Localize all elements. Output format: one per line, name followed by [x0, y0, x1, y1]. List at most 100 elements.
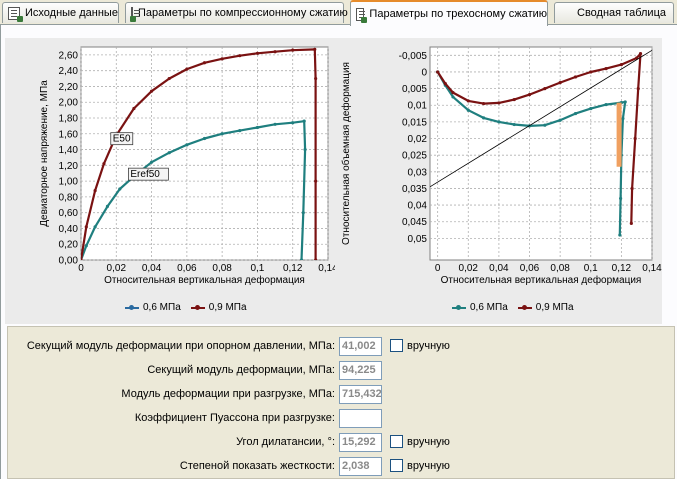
series-point	[543, 123, 547, 127]
series-group	[430, 49, 652, 237]
charts-area: 0 0,02 0,04 0,06 0,08 0,1 0,12 0,14 0,00 0,20 0,40…	[5, 38, 662, 324]
secant-modulus-field[interactable]: 94,225	[339, 361, 382, 380]
poisson-ratio-field[interactable]	[339, 409, 382, 428]
series-point	[167, 76, 171, 81]
annotation-box	[128, 167, 169, 181]
legend-label: 0,6 МПа	[143, 302, 181, 313]
series-point	[255, 51, 260, 55]
legend-marker	[452, 304, 466, 310]
manual-checkbox[interactable]	[390, 339, 403, 352]
document-icon	[130, 6, 140, 22]
series-point	[102, 162, 106, 166]
row-label: Степеной показать жесткости:	[179, 460, 335, 472]
series-point	[314, 179, 318, 183]
y-tick-label: 0,035	[402, 184, 427, 195]
y-tick-label: 0,60	[59, 208, 79, 219]
x-tick-label: 0,04	[489, 263, 509, 274]
y-tick-label: 2,00	[59, 98, 79, 109]
series-point	[185, 143, 189, 147]
x-tick-label: 0,1	[584, 263, 598, 274]
x-tick-label: 0,08	[550, 263, 570, 274]
y-tick-label: 0,025	[402, 151, 427, 162]
series-point	[84, 244, 88, 248]
series-point	[638, 52, 643, 56]
legend-marker	[190, 304, 205, 310]
y-tick-label: 1,20	[59, 161, 79, 172]
annotation-label: E50	[113, 134, 131, 145]
series-point	[633, 136, 637, 141]
manual-checkbox[interactable]	[390, 435, 403, 448]
tab-label: Сводная таблица	[577, 7, 666, 19]
stiffness-exponent-field[interactable]: 2,038	[339, 457, 382, 476]
series-point	[573, 75, 578, 79]
document-icon	[356, 7, 369, 23]
unloading-modulus-field[interactable]: 715,432	[339, 385, 382, 404]
tab-label: Параметры по трехосному сжатию	[369, 8, 547, 20]
series-point	[303, 147, 307, 152]
series-point	[629, 221, 633, 225]
parameters-panel: Секущий модуль деформации при опорном да…	[7, 326, 675, 479]
series-point	[481, 101, 486, 106]
form-row-dilatancy: Угол дилатансии, °: 15,292 вручную	[8, 432, 676, 452]
y-tick-label: 0,80	[59, 192, 79, 203]
series-point	[589, 70, 593, 74]
y-tick-label: 0,02	[408, 134, 428, 145]
series-point	[238, 54, 242, 58]
dilatancy-angle-field[interactable]: 15,292	[339, 433, 382, 452]
form-row-unloading: Модуль деформации при разгрузке, МПа: 71…	[8, 384, 676, 404]
y-tick-label: 0,03	[408, 167, 428, 178]
form-row-poisson: Коэффициент Пуассона при разгрузке:	[8, 408, 676, 428]
plot-area	[80, 46, 329, 261]
form-row-stiffness-exp: Степеной показать жесткости: 2,038 вручн…	[8, 456, 676, 476]
y-tick-label: 1,40	[59, 145, 79, 156]
series-point	[558, 118, 562, 122]
series-point	[314, 76, 318, 81]
series-point	[105, 204, 110, 208]
manual-checkbox[interactable]	[390, 459, 403, 472]
series-point	[481, 116, 486, 120]
annotation-box	[110, 132, 134, 146]
series-point	[512, 97, 516, 102]
tab-compression-params[interactable]: Параметры по компрессионному сжатию	[125, 2, 348, 23]
series-point	[619, 196, 623, 201]
tab-label: Параметры по компрессионному сжатию	[138, 7, 348, 19]
series-point	[618, 233, 622, 237]
series-group	[81, 47, 318, 260]
y-tick-label: 0,045	[402, 217, 427, 228]
x-tick-label: 0,12	[612, 263, 632, 274]
series-point	[619, 63, 623, 67]
row-label: Модуль деформации при разгрузке, МПа:	[121, 388, 335, 400]
deviator-stress-chart: 0 0,02 0,04 0,06 0,08 0,1 0,12 0,14 0,00 0,20 0,40…	[39, 46, 335, 286]
secant-ref-modulus-field[interactable]: 41,002	[339, 337, 382, 356]
series-point	[443, 82, 447, 86]
series-point	[220, 132, 224, 136]
tab-source-data[interactable]: Исходные данные	[2, 2, 119, 23]
checkbox-label: вручную	[407, 340, 450, 352]
annotation-label: Eref50	[130, 169, 160, 180]
series-point	[302, 119, 306, 123]
tab-triaxial-params[interactable]: Параметры по трехосному сжатию	[350, 0, 548, 26]
y-tick-label: 0,01	[408, 101, 428, 112]
y-tick-label: 1,60	[59, 129, 79, 140]
checkbox-label: вручную	[407, 436, 450, 448]
legend-label: 0,9 МПа	[208, 302, 247, 313]
y-tick-label: 0,05	[408, 234, 428, 245]
row-label: Секущий модуль деформации при опорном да…	[26, 340, 335, 352]
y-tick-label: 2,60	[59, 50, 79, 61]
series-point	[273, 50, 277, 54]
form-row-secant-ref: Секущий модуль деформации при опорном да…	[8, 336, 676, 356]
form-row-secant: Секущий модуль деформации, МПа: 94,225	[8, 360, 676, 380]
y-tick-label: 0,40	[59, 224, 79, 235]
x-axis-label: Относительная вертикальная деформация	[104, 274, 305, 286]
series-point	[512, 122, 516, 127]
tab-label: Исходные данные	[25, 7, 118, 19]
y-tick-label: 2,20	[59, 82, 79, 93]
x-tick-label: 0,14	[642, 263, 662, 274]
tab-summary-table[interactable]: Сводная таблица	[554, 2, 674, 23]
series-point	[636, 87, 640, 91]
series-line	[436, 52, 642, 224]
legend-marker	[125, 304, 139, 310]
legend-item: 0,9 МПа	[517, 302, 574, 313]
row-label: Коэффициент Пуассона при разгрузке:	[134, 412, 335, 424]
series-point	[623, 100, 627, 104]
